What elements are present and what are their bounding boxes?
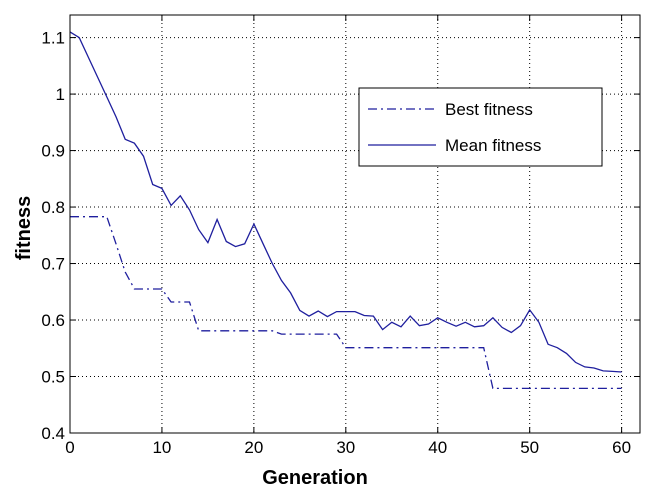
legend-label-mean-fitness: Mean fitness bbox=[445, 136, 541, 155]
x-tick-label: 20 bbox=[244, 438, 263, 457]
y-tick-label: 0.6 bbox=[41, 311, 65, 330]
x-tick-label: 10 bbox=[152, 438, 171, 457]
x-tick-label: 0 bbox=[65, 438, 74, 457]
y-tick-label: 0.7 bbox=[41, 255, 65, 274]
x-tick-label: 30 bbox=[336, 438, 355, 457]
series-layer bbox=[69, 31, 622, 390]
legend: Best fitness Mean fitness bbox=[358, 87, 603, 167]
y-tick-label: 1.1 bbox=[41, 29, 65, 48]
x-tick-label: 60 bbox=[612, 438, 631, 457]
y-tick-label: 0.5 bbox=[41, 368, 65, 387]
y-tick-label: 1 bbox=[56, 85, 65, 104]
legend-box bbox=[358, 87, 603, 167]
x-tick-label: 40 bbox=[428, 438, 447, 457]
y-tick-label: 0.9 bbox=[41, 142, 65, 161]
x-axis-label: Generation bbox=[262, 467, 368, 489]
y-tick-label: 0.8 bbox=[41, 198, 65, 217]
legend-label-best-fitness: Best fitness bbox=[445, 100, 533, 119]
y-axis-label: fitness bbox=[13, 196, 35, 260]
axis-ticks bbox=[69, 15, 640, 434]
plot-frame bbox=[69, 14, 641, 434]
grid-lines bbox=[70, 15, 640, 433]
plot-area bbox=[70, 15, 640, 433]
series-line-best-fitness bbox=[70, 216, 622, 390]
y-tick-labels: 0.4 0.5 0.6 0.7 0.8 0.9 1 1.1 bbox=[41, 29, 65, 443]
x-tick-label: 50 bbox=[520, 438, 539, 457]
y-tick-label: 0.4 bbox=[41, 424, 65, 443]
x-tick-labels: 0 10 20 30 40 50 60 bbox=[65, 438, 631, 457]
series-line-mean-fitness bbox=[69, 31, 622, 373]
